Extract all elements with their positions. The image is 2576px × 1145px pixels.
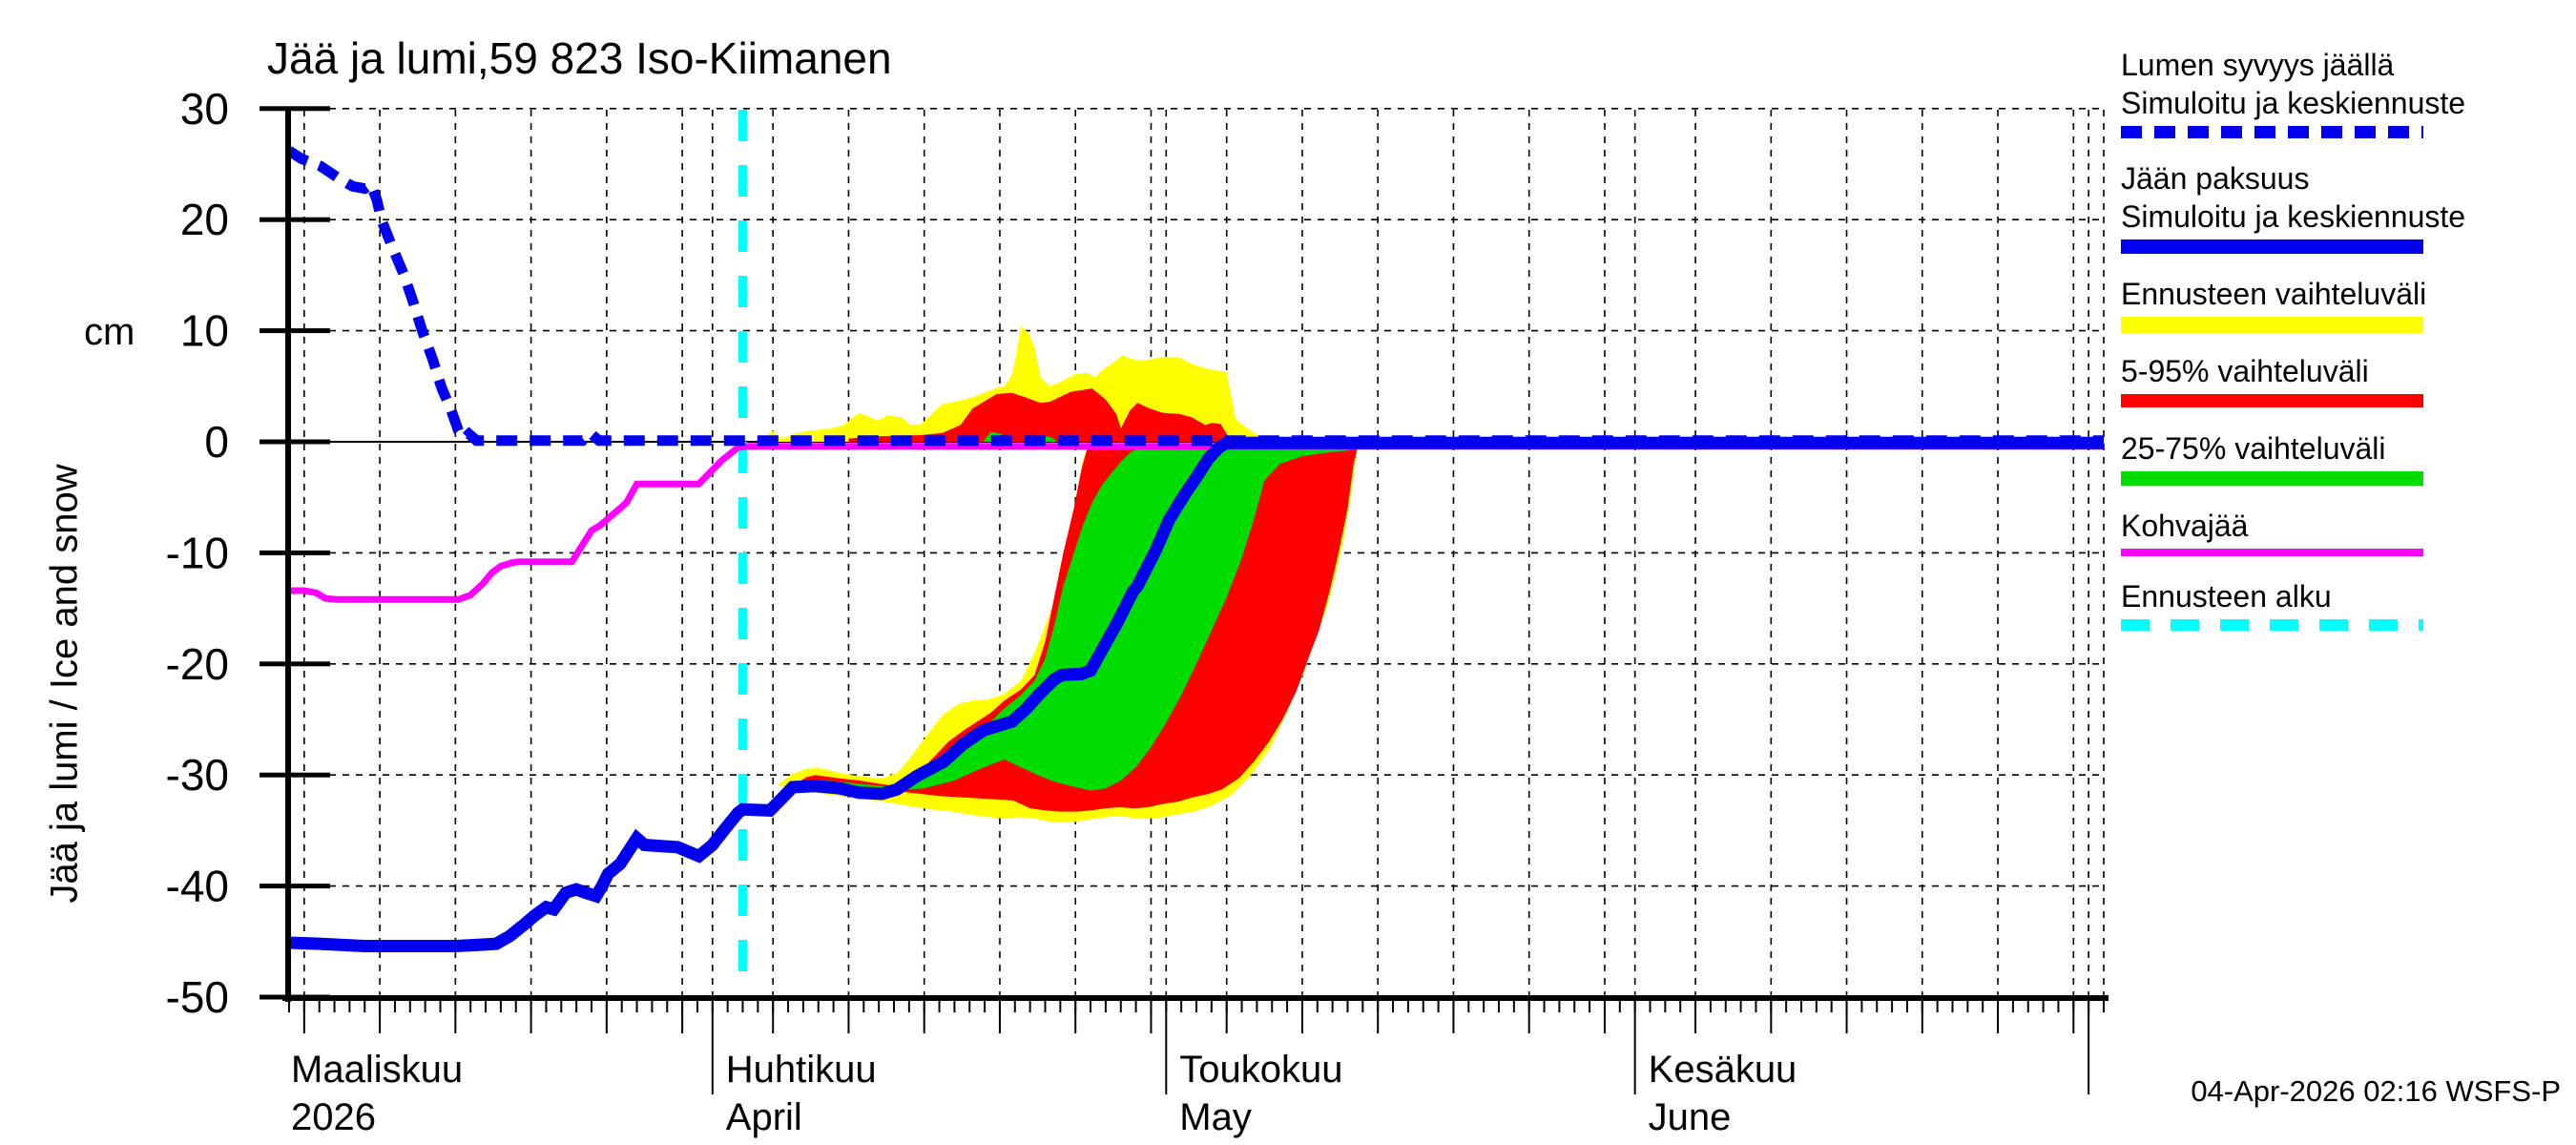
month-label-huhtikuu: Huhtikuu April	[725, 1049, 877, 1138]
kohvajaa-line	[289, 443, 2104, 603]
legend-entry-ice-thickness: Jään paksuus Simuloitu ja keskiennuste	[2121, 159, 2465, 236]
legend-entry-range-5-95: 5-95% vaihteluväli	[2121, 352, 2369, 390]
legend-label: 25-75% vaihteluväli	[2121, 431, 2386, 466]
month-label-kesäkuu: Kesäkuu June	[1648, 1049, 1797, 1138]
legend-swatch-magenta	[2121, 549, 2423, 556]
y-tick	[260, 550, 330, 555]
y-tick-label: 10	[180, 306, 229, 356]
legend-label: Simuloitu ja keskiennuste	[2121, 199, 2466, 234]
y-tick-label: 20	[180, 195, 229, 244]
legend-swatch-blue	[2121, 239, 2423, 254]
legend-swatch-yellow	[2121, 317, 2423, 333]
legend-entry-forecast-start: Ennusteen alku	[2121, 577, 2332, 615]
y-tick-label: -20	[166, 639, 229, 689]
y-tick	[260, 772, 330, 778]
legend-label: 5-95% vaihteluväli	[2121, 354, 2369, 388]
y-tick	[260, 661, 330, 667]
snow-depth-line	[286, 146, 2104, 447]
y-tick-label: -50	[166, 972, 229, 1022]
legend-swatch-cyan-dashed	[2121, 619, 2423, 631]
y-tick-label: 0	[204, 417, 229, 467]
y-tick-label: -30	[166, 750, 229, 800]
x-axis	[282, 995, 2109, 1001]
y-tick-label: -10	[166, 528, 229, 577]
legend-label: Ennusteen alku	[2121, 579, 2332, 614]
y-tick	[260, 106, 330, 112]
legend-swatch-blue-dashed	[2121, 126, 2423, 138]
timestamp-watermark: 04-Apr-2026 02:16 WSFS-P	[2191, 1074, 2561, 1108]
legend-label: Kohvajää	[2121, 509, 2249, 543]
y-tick	[260, 994, 330, 1000]
legend-label: Ennusteen vaihteluväli	[2121, 277, 2427, 311]
legend-label: Lumen syvyys jäällä	[2121, 48, 2395, 82]
y-tick-label: 30	[180, 84, 229, 134]
month-label-maaliskuu: Maaliskuu 2026	[291, 1049, 464, 1138]
y-tick	[260, 328, 330, 334]
y-tick	[260, 884, 330, 889]
legend-entry-forecast-range: Ennusteen vaihteluväli	[2121, 275, 2426, 313]
legend-entry-snow-depth: Lumen syvyys jäällä Simuloitu ja keskienn…	[2121, 46, 2465, 122]
legend-entry-kohvajaa: Kohvajää	[2121, 507, 2248, 545]
legend-label: Jään paksuus	[2121, 161, 2310, 196]
legend-swatch-green	[2121, 471, 2423, 486]
snow-band-red	[848, 388, 1236, 442]
legend-entry-range-25-75: 25-75% vaihteluväli	[2121, 429, 2386, 468]
y-tick	[260, 439, 330, 445]
month-label-toukokuu: Toukokuu May	[1179, 1049, 1343, 1138]
y-tick-label: -40	[166, 862, 229, 911]
y-tick	[260, 217, 330, 222]
chart-title: Jää ja lumi,59 823 Iso-Kiimanen	[267, 33, 892, 83]
ice-band-green	[804, 444, 1357, 791]
legend-label: Simuloitu ja keskiennuste	[2121, 86, 2466, 120]
ice-thickness-line	[288, 436, 2104, 952]
y-axis-unit-label: cm	[84, 311, 135, 353]
legend-swatch-red	[2121, 394, 2423, 407]
